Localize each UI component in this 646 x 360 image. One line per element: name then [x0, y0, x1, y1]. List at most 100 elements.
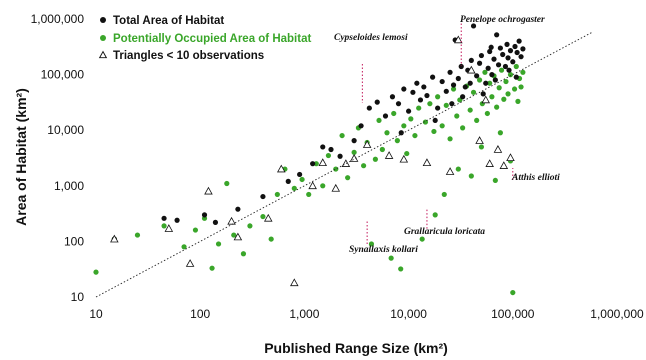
data-point-total: [520, 46, 526, 52]
data-point-total: [495, 62, 502, 68]
data-point-total: [504, 41, 510, 47]
species-annotation: Grallaricula loricata: [404, 227, 485, 237]
x-tick-label: 10,000: [390, 307, 427, 321]
data-point-total: [487, 48, 493, 55]
data-point-triangle: [493, 145, 503, 153]
legend: Total Area of Habitat Potentially Occupie…: [98, 15, 311, 62]
chart-marks: [93, 23, 526, 296]
data-point-total: [432, 117, 438, 124]
data-point-potential: [492, 177, 498, 184]
data-point-triangle: [506, 153, 515, 161]
data-point-total: [424, 92, 430, 99]
data-point-triangle: [475, 136, 484, 144]
data-point-total: [467, 80, 473, 86]
legend-label: Total Area of Habitat: [113, 15, 224, 27]
data-point-potential: [247, 223, 253, 229]
legend-label: Triangles < 10 observations: [113, 50, 264, 62]
data-point-total: [417, 97, 424, 103]
axis-ticks: 10 100 1,000 10,000 100,000 1,000,000 10 100 1,0…: [31, 12, 644, 321]
data-point-potential: [391, 110, 397, 117]
data-point-potential: [339, 132, 345, 139]
data-point-potential: [299, 176, 305, 183]
data-point-total: [516, 38, 522, 44]
data-point-total: [476, 60, 483, 66]
data-point-potential: [427, 101, 433, 107]
data-point-potential: [455, 166, 461, 172]
data-point-total: [455, 75, 461, 82]
data-point-total: [500, 51, 506, 58]
data-point-triangle: [485, 159, 494, 167]
data-point-potential: [431, 128, 437, 135]
data-point-total: [212, 219, 219, 225]
data-point-total: [161, 215, 167, 221]
data-point-triangle: [233, 232, 243, 241]
data-point-potential: [484, 110, 490, 117]
data-point-total: [310, 161, 316, 167]
data-point-potential: [368, 241, 375, 247]
data-point-total: [507, 48, 514, 54]
data-point-total: [297, 171, 303, 178]
data-point-potential: [470, 89, 477, 95]
data-point-triangle: [341, 159, 351, 167]
data-point-total: [449, 101, 455, 107]
data-point-total: [395, 101, 402, 107]
data-point-potential: [209, 265, 215, 271]
data-point-potential: [313, 161, 319, 167]
data-point-potential: [518, 84, 524, 90]
data-point-total: [485, 65, 491, 71]
data-point-triangle: [227, 216, 236, 225]
x-tick-label: 1,000,000: [590, 307, 644, 321]
y-tick-label: 1,000: [54, 179, 84, 193]
data-point-potential: [468, 173, 474, 179]
data-point-total: [260, 193, 266, 200]
data-point-total: [506, 67, 512, 73]
data-point-total: [374, 99, 380, 105]
data-point-total: [430, 74, 436, 80]
data-point-potential: [306, 191, 312, 198]
data-point-potential: [520, 69, 526, 75]
data-point-total: [358, 123, 364, 129]
data-point-total: [439, 78, 445, 85]
data-point-total: [435, 105, 441, 111]
data-point-potential: [515, 98, 521, 104]
data-point-potential: [394, 138, 400, 144]
data-point-potential: [441, 191, 447, 198]
data-point-total: [470, 23, 477, 29]
data-point-total: [494, 32, 500, 38]
data-point-total: [235, 206, 241, 212]
data-point-total: [458, 63, 464, 70]
data-point-potential: [443, 102, 449, 108]
data-point-potential: [181, 244, 187, 250]
data-point-potential: [224, 180, 230, 187]
data-point-potential: [497, 130, 503, 136]
data-point-total: [389, 94, 396, 100]
data-point-potential: [474, 117, 480, 124]
data-point-triangle: [399, 154, 409, 163]
data-point-triangle: [362, 140, 372, 148]
data-point-total: [483, 80, 489, 86]
data-point-potential: [345, 175, 351, 181]
data-point-total: [447, 69, 453, 75]
data-point-triangle: [318, 158, 328, 167]
data-point-triangle: [308, 181, 317, 190]
x-tick-label: 10: [89, 307, 103, 321]
data-point-potential: [291, 185, 297, 191]
data-point-total: [492, 77, 498, 83]
data-point-potential: [450, 86, 457, 92]
data-point-triangle: [499, 161, 509, 169]
legend-label: Potentially Occupied Area of Habitat: [113, 33, 311, 45]
data-point-potential: [416, 105, 422, 111]
data-point-potential: [192, 227, 199, 233]
data-point-total: [174, 217, 180, 223]
data-point-potential: [447, 136, 453, 142]
data-point-potential: [274, 191, 280, 198]
data-point-total: [480, 91, 486, 97]
y-axis-title: Area of Habitat (km²): [13, 88, 29, 226]
data-point-potential: [376, 117, 382, 124]
legend-marker: [100, 35, 106, 41]
data-point-potential: [161, 223, 167, 229]
data-point-total: [468, 57, 474, 64]
data-point-potential: [398, 266, 404, 272]
data-point-total: [382, 113, 389, 119]
